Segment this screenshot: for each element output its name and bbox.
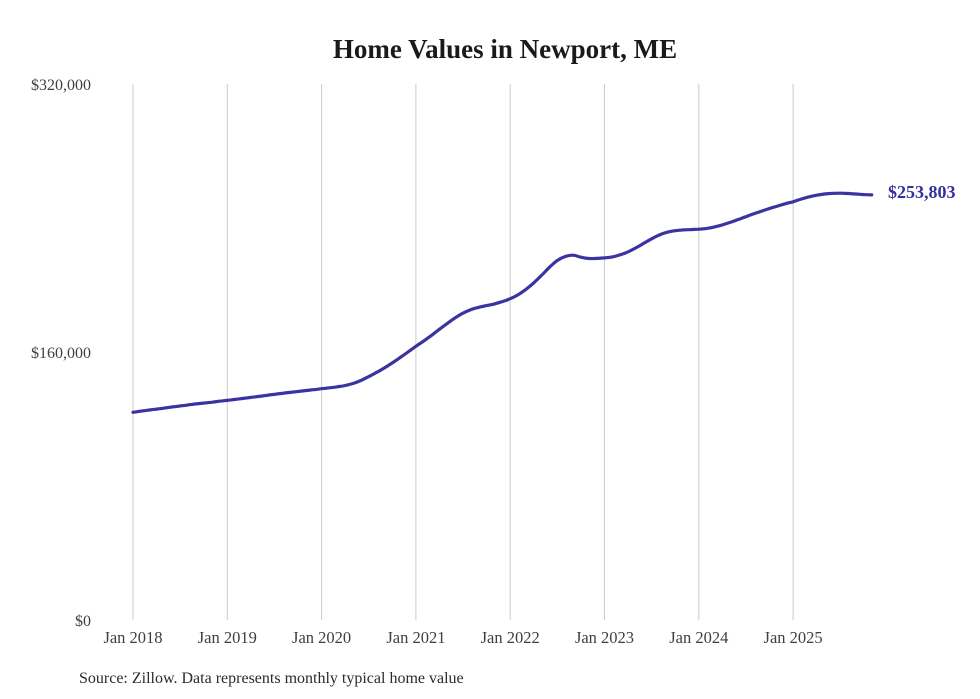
y-tick-label: $0 [75, 613, 91, 630]
y-axis-tick-labels: $0 $160,000 $320,000 [31, 77, 91, 630]
x-axis-tick-labels: Jan 2018 Jan 2019 Jan 2020 Jan 2021 Jan 2022… [103, 628, 822, 647]
y-tick-label: $160,000 [31, 345, 91, 362]
current-value-label: $253,803 [888, 182, 956, 202]
home-value-line [131, 191, 874, 414]
x-tick-label: Jan 2019 [198, 628, 257, 647]
x-tick-label: Jan 2018 [103, 628, 162, 647]
vertical-gridlines [132, 84, 794, 620]
x-tick-label: Jan 2022 [481, 628, 540, 647]
x-tick-label: Jan 2020 [292, 628, 351, 647]
x-tick-label: Jan 2021 [386, 628, 445, 647]
chart-title: Home Values in Newport, ME [333, 34, 677, 64]
x-tick-label: Jan 2023 [575, 628, 634, 647]
x-tick-label: Jan 2024 [669, 628, 728, 647]
x-tick-label: Jan 2025 [764, 628, 823, 647]
y-tick-label: $320,000 [31, 77, 91, 94]
source-note: Source: Zillow. Data represents monthly … [79, 670, 464, 687]
